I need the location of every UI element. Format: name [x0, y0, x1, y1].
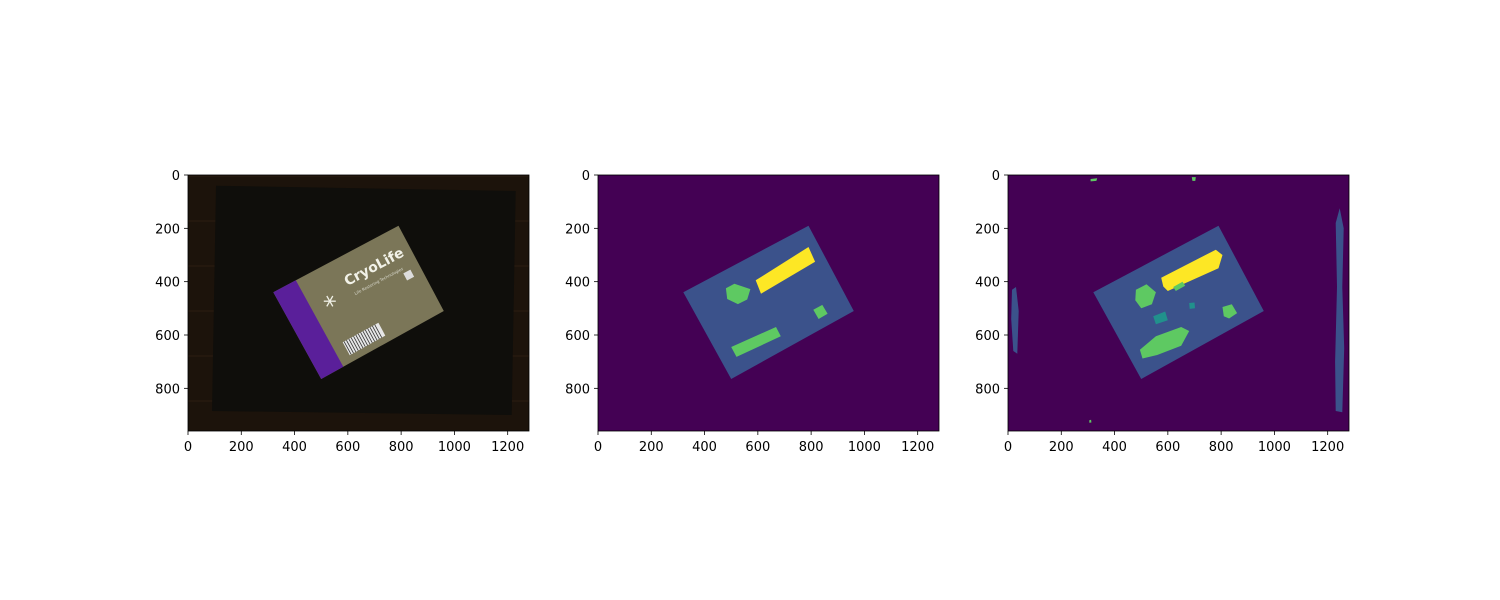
- x-tick-label: 600: [335, 440, 360, 455]
- mask-region-class-1: [683, 225, 854, 379]
- mask-region-class-1: [1093, 225, 1264, 379]
- barcode-bar: [346, 340, 354, 354]
- x-tick-label: 0: [1004, 440, 1012, 455]
- y-tick-label: 400: [155, 276, 180, 291]
- y-tick-label: 600: [565, 329, 590, 344]
- x-tick-label: 1000: [1258, 440, 1291, 455]
- y-tick-label: 200: [155, 222, 180, 237]
- barcode-bar: [360, 332, 368, 346]
- mask-region-class-2: [1189, 302, 1195, 309]
- y-tick-label: 600: [155, 329, 180, 344]
- barcode-bar: [357, 333, 366, 347]
- mask-region-class-3: [1135, 284, 1156, 309]
- barcode-bar: [353, 336, 361, 350]
- mask-region-class-2: [1153, 311, 1168, 325]
- barcode-bar: [369, 327, 378, 341]
- x-tick-label: 400: [282, 440, 307, 455]
- y-tick-label: 0: [992, 169, 1000, 184]
- y-tick-label: 0: [172, 169, 180, 184]
- barcode-bar: [367, 328, 376, 342]
- mask-region-class-3: [1090, 178, 1098, 182]
- mask-region-class-3: [1139, 327, 1190, 359]
- x-tick-label: 0: [594, 440, 602, 455]
- barcode-bar: [362, 330, 371, 345]
- x-tick-label: 1200: [1311, 440, 1344, 455]
- x-tick-label: 600: [1155, 440, 1180, 455]
- axes-frame: [597, 174, 940, 432]
- mask-region-class-3: [813, 304, 828, 319]
- mask-region-class-3: [725, 283, 751, 305]
- x-tick-label: 400: [1102, 440, 1127, 455]
- panel-image: [1008, 175, 1349, 431]
- y-tick-label: 800: [155, 382, 180, 397]
- mask-region-class-1: [1335, 208, 1345, 413]
- axes-frame: [1007, 174, 1350, 432]
- snowflake-logo-icon: [323, 295, 336, 307]
- x-tick-label: 200: [229, 440, 254, 455]
- mask-region-class-3: [731, 327, 781, 357]
- mask-region-class-3: [1222, 304, 1238, 319]
- panel-2: 0 200 400 600 800 1000 1200 0 200 400 600 800: [565, 169, 940, 455]
- x-tick-label: 800: [1209, 440, 1234, 455]
- y-tick-label: 800: [975, 382, 1000, 397]
- barcode-bar: [343, 341, 352, 355]
- x-tick-label: 800: [799, 440, 824, 455]
- x-tick-label: 1000: [848, 440, 881, 455]
- mask-region-class-3: [1089, 419, 1092, 423]
- x-tick-label: 0: [184, 440, 192, 455]
- x-tick-label: 800: [389, 440, 414, 455]
- y-tick-label: 600: [975, 329, 1000, 344]
- x-tick-label: 1000: [438, 440, 471, 455]
- mask-region-class-3: [1191, 177, 1196, 181]
- y-tick-label: 400: [975, 276, 1000, 291]
- barcode-bar: [355, 334, 364, 349]
- x-tick-label: 1200: [901, 440, 934, 455]
- mask-region-class-3: [1173, 281, 1186, 291]
- x-tick-label: 200: [1049, 440, 1074, 455]
- y-tick-label: 800: [565, 382, 590, 397]
- barcode-bar: [374, 324, 383, 338]
- purple-band: [273, 280, 344, 379]
- x-tick-label: 400: [692, 440, 717, 455]
- y-tick-label: 400: [565, 276, 590, 291]
- x-tick-label: 600: [745, 440, 770, 455]
- wood-grain: [188, 175, 529, 177]
- y-tick-label: 0: [582, 169, 590, 184]
- panel-3: 0 200 400 600 800 1000 1200 0 200 400 600 800: [975, 169, 1350, 455]
- barcode-bar: [350, 337, 359, 351]
- mask-region-class-4: [1161, 249, 1223, 291]
- mask-region-class-4: [755, 247, 816, 294]
- barcode-bar: [348, 338, 357, 353]
- barcode-bar: [372, 325, 380, 340]
- y-tick-label: 200: [975, 222, 1000, 237]
- qr-code: [403, 269, 415, 281]
- x-tick-label: 1200: [491, 440, 524, 455]
- axes-frame: [187, 174, 530, 432]
- barcode-bar: [364, 329, 373, 343]
- x-tick-label: 200: [639, 440, 664, 455]
- y-tick-label: 200: [565, 222, 590, 237]
- mask-region-class-1: [1011, 287, 1019, 354]
- panel-image: [598, 175, 939, 431]
